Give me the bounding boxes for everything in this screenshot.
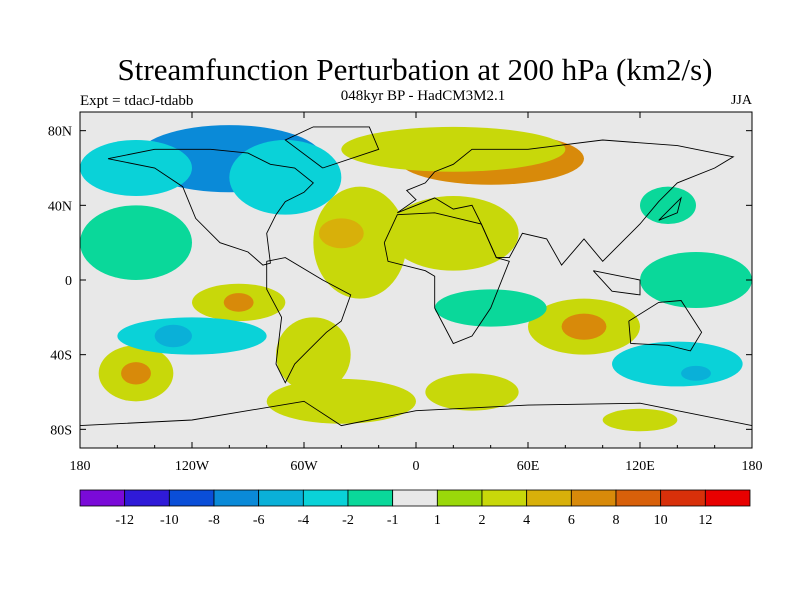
coastline-7 <box>658 196 682 221</box>
colorbar-label-3: -6 <box>253 513 265 528</box>
y-tick-label-1: 40N <box>48 199 72 214</box>
coastlines <box>80 126 752 427</box>
coastline-8 <box>592 270 641 296</box>
field-anomaly-4 <box>341 126 566 172</box>
field-anomaly-13 <box>121 362 151 385</box>
colorbar-swatch-9 <box>481 489 528 507</box>
colorbar: -12 -10 -8 -6 -4 -2 -1 1 2 4 6 8 10 12 <box>79 489 751 528</box>
field-anomaly-16 <box>117 317 267 355</box>
colorbar-swatch-10 <box>526 489 572 507</box>
y-tick-label-2: 0 <box>65 274 72 289</box>
field-anomaly-15 <box>561 313 607 340</box>
x-tick-label-6: 180 <box>742 459 763 474</box>
colorbar-swatch-0 <box>79 489 126 507</box>
field-anomaly-19 <box>612 341 743 387</box>
field-anomaly-5 <box>313 186 407 299</box>
field-anomaly-10 <box>276 317 351 392</box>
colorbar-label-4: -4 <box>297 513 309 528</box>
field-anomaly-21 <box>640 252 752 308</box>
y-tick-label-0: 80N <box>48 125 72 140</box>
season-label: JJA <box>730 93 752 108</box>
x-tick-label-1: 120W <box>175 459 210 474</box>
field-anomaly-1 <box>229 140 342 215</box>
colorbar-label-0: -12 <box>115 513 134 528</box>
coastline-1 <box>266 257 352 384</box>
y-tick-label-4: 80S <box>50 423 72 438</box>
colorbar-label-11: 8 <box>613 513 620 528</box>
contour-field <box>80 112 752 448</box>
colorbar-label-9: 4 <box>523 513 530 528</box>
x-tick-label-4: 60E <box>517 459 540 474</box>
colorbar-swatch-12 <box>615 489 662 507</box>
colorbar-swatch-1 <box>124 489 170 507</box>
colorbar-label-13: 12 <box>698 513 712 528</box>
x-tick-label-2: 60W <box>290 459 318 474</box>
colorbar-label-6: -1 <box>387 513 399 528</box>
colorbar-label-12: 10 <box>654 513 668 528</box>
field-anomaly-23 <box>602 408 678 432</box>
field-anomaly-2 <box>80 140 192 196</box>
field-anomaly-6 <box>318 218 364 249</box>
chart-subtitle: 048kyr BP - HadCM3M2.1 <box>340 88 506 104</box>
field-anomaly-17 <box>154 324 192 348</box>
colorbar-swatch-5 <box>302 489 349 507</box>
field-anomaly-25 <box>80 205 192 280</box>
coastline-4 <box>383 212 510 345</box>
colorbar-swatch-8 <box>436 489 483 507</box>
colorbar-label-5: -2 <box>342 513 354 528</box>
experiment-label: Expt = tdacJ-tdabb <box>80 93 194 109</box>
colorbar-swatch-3 <box>213 489 260 507</box>
coastline-6 <box>80 400 752 427</box>
x-tick-label-0: 180 <box>70 459 91 474</box>
colorbar-swatch-14 <box>704 489 751 507</box>
colorbar-swatch-6 <box>347 489 394 507</box>
x-tick-label-5: 120E <box>625 459 655 474</box>
colorbar-swatch-2 <box>168 489 215 507</box>
colorbar-swatch-13 <box>660 489 706 507</box>
colorbar-swatch-4 <box>258 489 304 507</box>
colorbar-swatch-11 <box>570 489 617 507</box>
field-anomaly-24 <box>640 186 696 224</box>
x-tick-label-3: 0 <box>413 459 420 474</box>
chart-title: Streamfunction Perturbation at 200 hPa (… <box>117 52 713 87</box>
coastline-0 <box>107 148 314 266</box>
colorbar-label-10: 6 <box>568 513 575 528</box>
coastline-2 <box>284 126 380 169</box>
colorbar-label-1: -10 <box>160 513 179 528</box>
field-anomaly-20 <box>681 365 711 381</box>
colorbar-label-7: 1 <box>434 513 441 528</box>
colorbar-label-2: -8 <box>208 513 220 528</box>
axes: 180 120W 60W 0 60E 120E 180 80N 40N 0 40S 80S <box>48 112 763 474</box>
field-anomaly-11 <box>266 378 416 424</box>
colorbar-swatch-7 <box>392 489 438 507</box>
colorbar-label-8: 2 <box>479 513 486 528</box>
field-anomaly-22 <box>425 373 519 411</box>
field-anomaly-7 <box>388 196 519 271</box>
y-tick-label-3: 40S <box>50 349 72 364</box>
field-anomaly-9 <box>223 293 254 312</box>
coastline-5 <box>628 300 703 352</box>
